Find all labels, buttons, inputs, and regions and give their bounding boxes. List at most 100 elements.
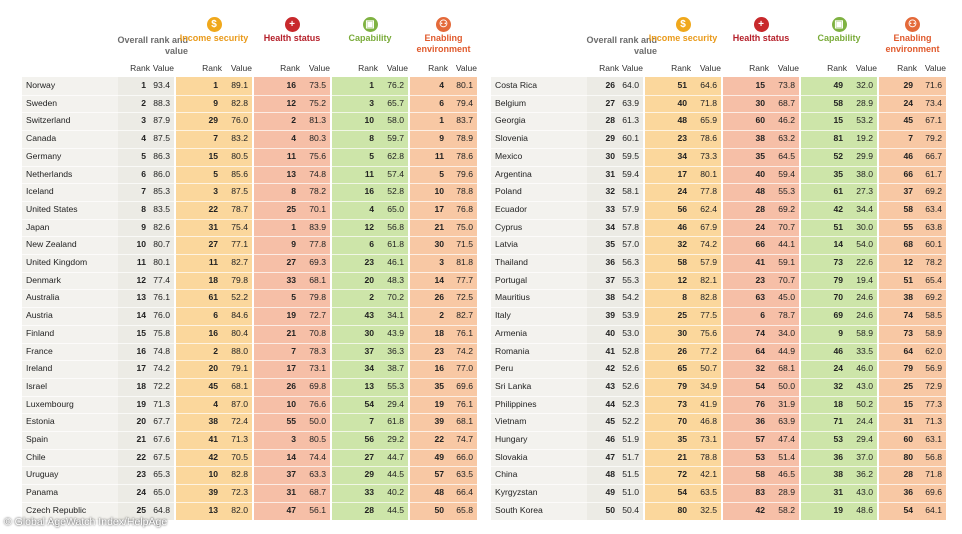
- rank-cell: 42: [208, 451, 218, 462]
- value-cell: 43.9: [387, 327, 404, 338]
- rank-cell: 4: [213, 398, 218, 409]
- rank-cell: 72: [677, 469, 687, 480]
- country-name: Uruguay: [26, 469, 59, 480]
- rank-cell: 15: [833, 115, 843, 126]
- value-cell: 57.4: [387, 168, 404, 179]
- value-cell: 63.5: [700, 487, 717, 498]
- rank-cell: 53: [755, 451, 765, 462]
- value-cell: 82.1: [700, 274, 717, 285]
- rank-cell: 12: [136, 274, 146, 285]
- value-cell: 55.3: [622, 274, 639, 285]
- rank-cell: 9: [141, 221, 146, 232]
- value-cell: 63.3: [309, 469, 326, 480]
- value-cell: 56.8: [387, 221, 404, 232]
- value-cell: 33.5: [856, 345, 873, 356]
- rank-cell: 8: [682, 292, 687, 303]
- table-row: Portugal 37 55.3 12 82.1 23 70.7 79 19.4 51 65.4: [491, 272, 946, 290]
- value-cell: 73.1: [700, 434, 717, 444]
- rank-subheader: Rank: [130, 63, 150, 73]
- header-overall: Overall rank and value: [117, 35, 188, 56]
- value-cell: 22.6: [856, 257, 873, 267]
- value-cell: 71.8: [700, 97, 717, 108]
- value-cell: 77.7: [456, 274, 473, 285]
- rank-cell: 28: [605, 115, 615, 126]
- value-cell: 78.2: [925, 257, 942, 267]
- value-cell: 76.0: [153, 310, 170, 321]
- value-cell: 67.7: [153, 416, 170, 427]
- rank-cell: 58: [903, 203, 913, 214]
- value-cell: 79.8: [231, 274, 248, 285]
- value-cell: 77.5: [700, 310, 717, 321]
- table-row: Germany 5 86.3 15 80.5 11 75.6 5 62.8 11 78.6: [22, 148, 477, 166]
- row-separator: [22, 183, 477, 185]
- table-row: South Korea 50 50.4 80 32.5 42 58.2 19 48.6 54 64.…: [491, 502, 946, 520]
- rank-cell: 18: [833, 398, 843, 409]
- value-cell: 58.2: [778, 504, 795, 515]
- table-row: Switzerland 3 87.9 29 76.0 2 81.3 10 58.0 1 83.7: [22, 112, 477, 130]
- table-row: Sweden 2 88.3 9 82.8 12 75.2 3 65.7 6 79.4: [22, 95, 477, 113]
- value-cell: 63.9: [622, 97, 639, 108]
- row-separator: [22, 218, 477, 220]
- rank-cell: 55: [903, 221, 913, 232]
- row-separator: [491, 342, 946, 344]
- value-cell: 82.8: [231, 469, 248, 480]
- value-cell: 57.0: [622, 239, 639, 250]
- rank-cell: 64: [903, 345, 913, 356]
- rank-cell: 47: [286, 504, 296, 515]
- rank-cell: 31: [833, 487, 843, 498]
- value-cell: 27.3: [856, 186, 873, 197]
- value-cell: 50.4: [622, 504, 639, 515]
- row-separator: [22, 466, 477, 468]
- rank-cell: 23: [364, 257, 374, 267]
- value-cell: 38.0: [856, 168, 873, 179]
- value-cell: 19.4: [856, 274, 873, 285]
- value-cell: 36.3: [387, 345, 404, 356]
- rank-cell: 43: [364, 310, 374, 321]
- country-name: Ireland: [26, 363, 53, 374]
- value-cell: 77.3: [925, 398, 942, 409]
- rank-cell: 45: [605, 416, 615, 427]
- value-cell: 66.0: [456, 451, 473, 462]
- value-cell: 54.2: [622, 292, 639, 303]
- value-cell: 53.9: [622, 310, 639, 321]
- value-cell: 70.1: [309, 203, 326, 214]
- value-cell: 51.7: [622, 451, 639, 462]
- value-cell: 83.7: [456, 115, 473, 126]
- table-row: Israel 18 72.2 45 68.1 26 69.8 13 55.3 35 69.6: [22, 378, 477, 396]
- rank-cell: 76: [755, 398, 765, 409]
- table-row: Georgia 28 61.3 48 65.9 60 46.2 15 53.2 45 67.1: [491, 112, 946, 130]
- country-name: Mexico: [495, 150, 523, 161]
- value-cell: 67.5: [153, 451, 170, 462]
- rank-cell: 7: [141, 186, 146, 197]
- rank-cell: 16: [364, 186, 374, 197]
- table-row: Luxembourg 19 71.3 4 87.0 10 76.6 54 29.4 19 76.1: [22, 396, 477, 414]
- rank-subheader: Rank: [280, 63, 300, 73]
- value-cell: 85.6: [231, 168, 248, 179]
- value-cell: 86.3: [153, 150, 170, 161]
- row-separator: [491, 448, 946, 450]
- rank-cell: 28: [755, 203, 765, 214]
- value-cell: 83.2: [231, 133, 248, 144]
- value-cell: 74.8: [309, 168, 326, 179]
- value-cell: 60.1: [925, 239, 942, 250]
- value-cell: 65.8: [456, 504, 473, 515]
- rank-cell: 8: [291, 186, 296, 197]
- value-cell: 30.0: [856, 221, 873, 232]
- value-cell: 69.6: [456, 380, 473, 391]
- value-cell: 29.9: [856, 150, 873, 161]
- value-cell: 87.0: [231, 398, 248, 409]
- rank-cell: 58: [755, 469, 765, 480]
- table-row: Uruguay 23 65.3 10 82.8 37 63.3 29 44.5 57 63.5: [22, 466, 477, 484]
- value-cell: 68.1: [456, 416, 473, 427]
- value-cell: 68.7: [309, 487, 326, 498]
- table-row: Finland 15 75.8 16 80.4 21 70.8 30 43.9 18 76.1: [22, 325, 477, 343]
- rank-cell: 13: [364, 380, 374, 391]
- rank-cell: 16: [434, 363, 444, 374]
- rank-cell: 66: [755, 239, 765, 250]
- value-cell: 71.6: [925, 80, 942, 90]
- value-cell: 78.6: [700, 133, 717, 144]
- rank-cell: 45: [208, 380, 218, 391]
- band-country: [491, 77, 587, 520]
- rank-cell: 6: [213, 310, 218, 321]
- header-enabling: ⚇ Enabling environment: [879, 17, 946, 54]
